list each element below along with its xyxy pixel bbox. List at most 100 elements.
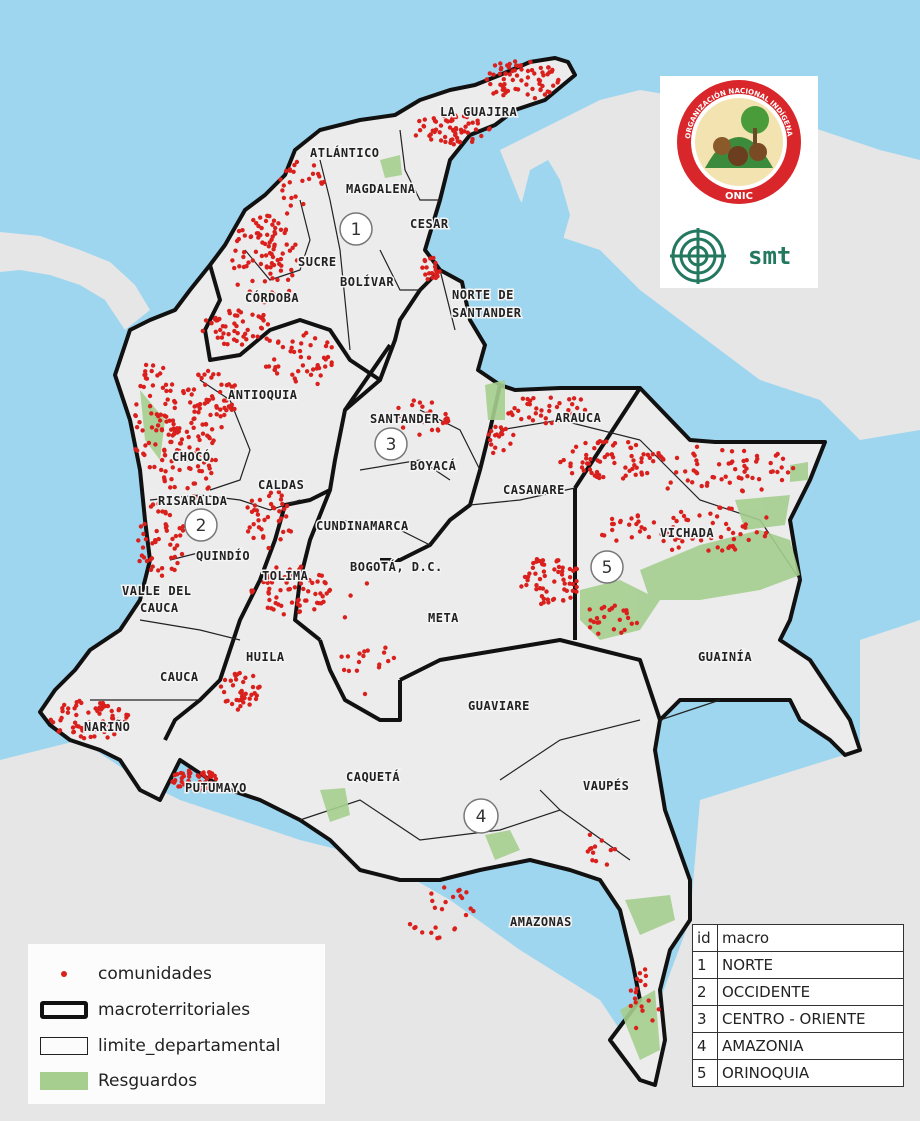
label-valle-cauca: CAUCA: [140, 601, 179, 615]
comunidad-dot: [323, 364, 328, 369]
comunidad-dot: [459, 895, 465, 901]
comunidad-dot: [740, 489, 745, 494]
comunidad-dot: [256, 223, 261, 229]
comunidad-dot: [594, 469, 600, 475]
comunidad-dot: [245, 529, 251, 534]
comunidad-dot: [637, 529, 643, 534]
comunidad-dot: [282, 576, 288, 581]
comunidad-dot: [423, 272, 428, 277]
comunidad-dot: [186, 778, 191, 783]
comunidad-dot: [210, 396, 216, 401]
comunidad-dot: [275, 277, 280, 283]
comunidad-dot: [538, 65, 543, 71]
comunidad-dot: [492, 63, 498, 68]
comunidad-dot: [266, 244, 271, 249]
label-bolivar: BOLÍVAR: [340, 274, 394, 289]
comunidad-dot: [74, 723, 80, 729]
comunidad-dot: [250, 278, 255, 284]
comunidad-dot: [543, 416, 548, 421]
comunidad-dot: [281, 183, 286, 188]
comunidad-dot: [417, 128, 423, 133]
comunidad-dot: [207, 466, 212, 471]
comunidad-dot: [307, 578, 312, 583]
comunidad-dot: [189, 392, 194, 397]
comunidad-dot: [291, 169, 296, 174]
comunidad-dot: [170, 465, 175, 470]
comunidad-dot: [669, 547, 675, 552]
comunidad-dot: [290, 245, 295, 250]
comunidad-dot: [775, 469, 780, 475]
comunidad-dot: [261, 534, 266, 539]
comunidad-dot: [184, 429, 190, 434]
comunidad-dot: [278, 588, 283, 593]
comunidad-dot: [203, 318, 209, 323]
comunidad-dot: [268, 265, 273, 270]
comunidad-dot: [197, 406, 202, 411]
comunidad-dot: [614, 538, 619, 543]
comunidad-dot: [192, 409, 197, 414]
comunidad-dot: [227, 308, 232, 314]
comunidad-dot: [612, 460, 617, 466]
comunidad-dot: [274, 595, 279, 600]
comunidad-dot: [170, 418, 176, 423]
comunidad-dot: [697, 513, 702, 518]
comunidad-dot: [169, 427, 174, 432]
comunidad-dot: [297, 348, 303, 354]
comunidad-dot: [272, 244, 277, 249]
comunidad-dot: [260, 240, 265, 245]
comunidad-dot: [488, 437, 493, 443]
comunidad-dot: [611, 627, 617, 632]
comunidad-dot: [187, 445, 192, 450]
comunidad-dot: [424, 265, 429, 270]
comunidad-dot: [313, 591, 318, 597]
comunidad-dot: [141, 531, 146, 537]
comunidad-dot: [147, 404, 153, 409]
comunidad-dot: [422, 258, 428, 264]
comunidad-dot: [209, 457, 214, 463]
comunidad-dot: [310, 171, 316, 176]
comunidad-dot: [301, 201, 306, 207]
comunidad-dot: [628, 988, 634, 993]
comunidad-dot: [219, 382, 224, 387]
comunidad-dot: [450, 116, 455, 121]
table-header-row: id macro: [692, 924, 904, 952]
comunidad-dot: [241, 700, 246, 705]
comunidad-dot: [557, 401, 562, 406]
comunidad-dot: [282, 506, 287, 512]
comunidad-dot: [561, 457, 566, 463]
comunidad-dot: [579, 465, 585, 470]
comunidad-dot: [289, 195, 294, 201]
comunidad-dot: [291, 574, 296, 580]
label-vaupes: VAUPÉS: [583, 778, 629, 793]
comunidad-dot: [178, 784, 183, 789]
label-atlantico: ATLÁNTICO: [310, 145, 380, 160]
comunidad-dot: [501, 448, 506, 453]
comunidad-dot: [98, 707, 104, 712]
comunidad-dot: [348, 593, 353, 598]
macro-table: id macro 1 NORTE 2 OCCIDENTE 3 CENTRO - …: [692, 924, 904, 1087]
comunidad-dot: [756, 477, 762, 482]
comunidad-dot: [588, 457, 593, 462]
comunidad-dot: [562, 581, 567, 586]
comunidad-dot: [627, 522, 632, 527]
comunidad-dot: [218, 327, 223, 333]
comunidad-dot: [56, 729, 61, 734]
comunidad-dot: [706, 548, 711, 553]
resguardos-areas: [140, 155, 808, 1060]
comunidad-dot: [547, 408, 552, 414]
comunidad-dot: [723, 474, 728, 479]
comunidad-dot: [549, 420, 554, 426]
green-fill-icon: [40, 1072, 88, 1090]
comunidad-dot: [168, 439, 173, 445]
comunidad-dot: [221, 341, 227, 346]
comunidad-dot: [450, 894, 456, 900]
label-meta: META: [428, 611, 459, 625]
comunidad-dot: [690, 536, 695, 541]
comunidad-dot: [219, 335, 225, 340]
comunidad-dot: [539, 594, 545, 599]
comunidad-dot: [470, 120, 475, 125]
comunidad-dot: [232, 383, 237, 388]
comunidad-dot: [592, 446, 597, 451]
comunidad-dot: [208, 780, 213, 785]
macro-marker-3: 3: [374, 427, 408, 461]
